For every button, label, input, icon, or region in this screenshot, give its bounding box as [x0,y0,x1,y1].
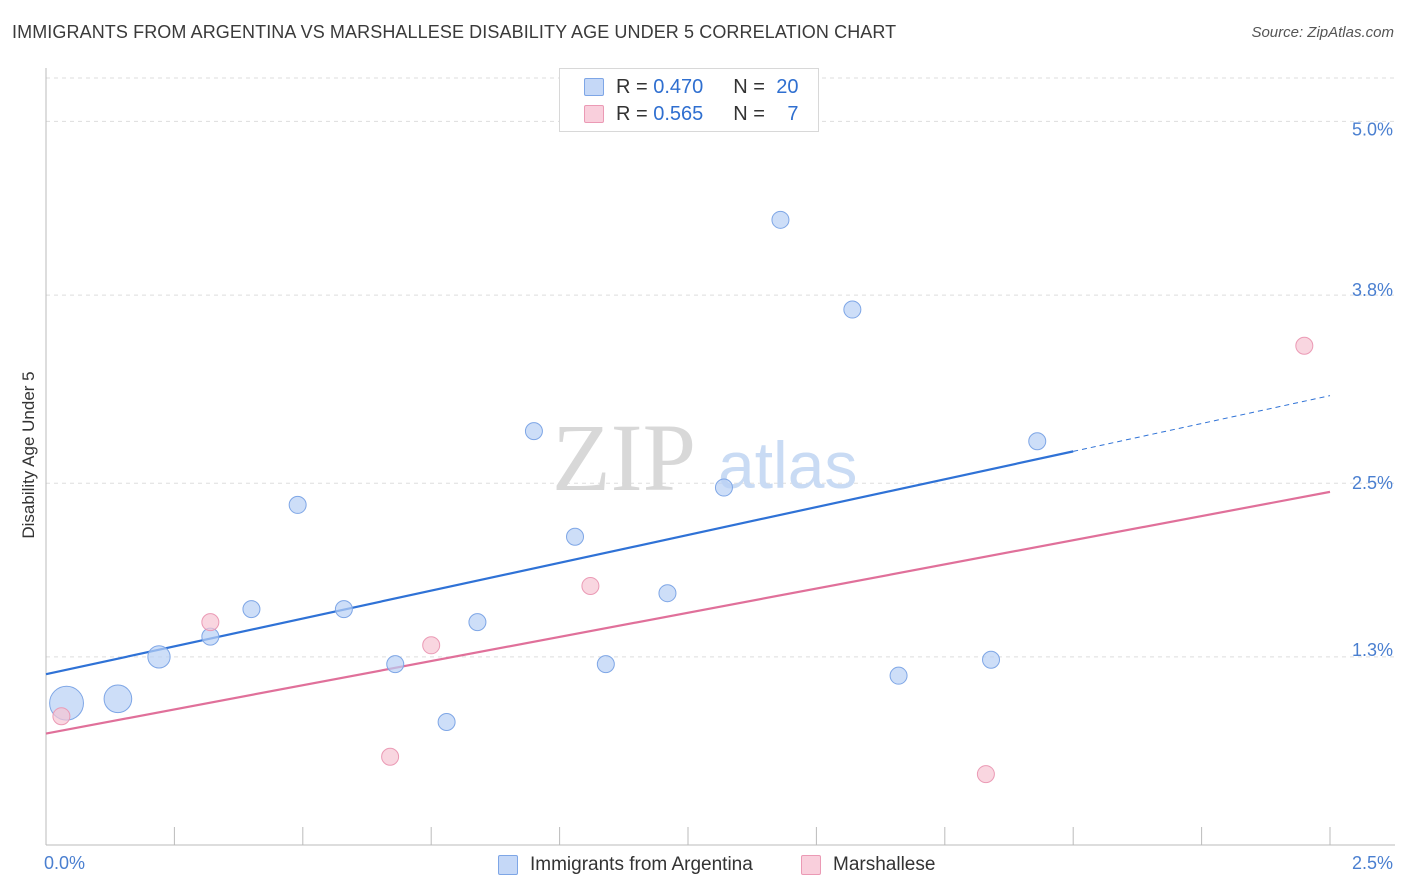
point-argentina [386,655,405,674]
bottom-legend-marshallese: Marshallese [801,852,935,878]
data-points [49,210,1314,784]
legend-r-label: R = [616,102,654,125]
y-tick-label: 3.8% [1352,280,1393,300]
y-tick-label: 2.5% [1352,473,1393,493]
point-marshallese [381,747,400,766]
x-tick-label: 2.5% [1352,853,1393,873]
point-argentina [889,666,908,685]
trend-line-marshallese [45,490,1331,735]
watermark-atlas: atlas [718,428,857,502]
point-argentina [982,650,1001,669]
point-marshallese [422,636,441,655]
point-argentina [596,655,615,674]
point-marshallese [201,613,220,632]
legend-row-marshallese: R = 0.565 N = 7 [584,102,799,126]
point-argentina [437,712,456,731]
point-argentina [288,495,307,514]
bottom-legend-argentina: Immigrants from Argentina [498,852,753,878]
watermark-zip: ZIP [552,404,696,511]
point-marshallese [52,707,71,726]
bottom-legend-label-argentina: Immigrants from Argentina [530,854,753,875]
legend-swatch-blue [584,78,604,96]
x-tick-label: 0.0% [44,853,85,873]
watermark: ZIP atlas [552,404,857,511]
axes [45,68,1395,846]
point-argentina [658,584,677,603]
legend-n-label: N = [733,75,771,98]
point-argentina [334,600,353,619]
point-argentina [242,600,261,619]
legend-swatch-pink [584,105,604,123]
point-marshallese [976,765,995,784]
point-argentina [1028,432,1047,451]
legend-row-argentina: R = 0.470 N = 20 [584,75,799,99]
y-axis-label: Disability Age Under 5 [19,371,38,538]
point-marshallese [581,576,600,595]
point-argentina [524,422,543,441]
legend-n-value: 7 [787,102,799,125]
source-credit: Source: ZipAtlas.com [1251,24,1394,41]
point-argentina [771,210,790,229]
legend-n-value: 20 [776,75,799,98]
point-argentina [103,684,133,714]
point-argentina [843,300,862,319]
point-marshallese [1295,336,1314,355]
legend-r-label: R = [616,75,654,98]
y-tick-label: 1.3% [1352,640,1393,660]
trend-line-argentina-extension [1073,395,1331,452]
legend-n-label: N = [733,102,771,125]
chart-title: IMMIGRANTS FROM ARGENTINA VS MARSHALLESE… [12,22,897,42]
y-tick-label: 5.0% [1352,119,1393,139]
point-argentina [714,478,733,497]
point-argentina [147,645,171,669]
legend-r-value: 0.565 [653,102,704,125]
tick-labels: 1.3% 2.5% 3.8% 5.0% 0.0% 2.5% [44,119,1393,873]
legend-r-value: 0.470 [653,75,704,98]
bottom-legend-label-marshallese: Marshallese [833,854,936,875]
point-argentina [566,527,585,546]
bottom-legend-swatch-blue [498,855,518,875]
stats-legend: R = 0.470 N = 20 R = 0.565 N = 7 [559,68,819,132]
point-argentina [468,613,487,632]
grid-lines [46,77,1395,658]
bottom-legend-swatch-pink [801,855,821,875]
